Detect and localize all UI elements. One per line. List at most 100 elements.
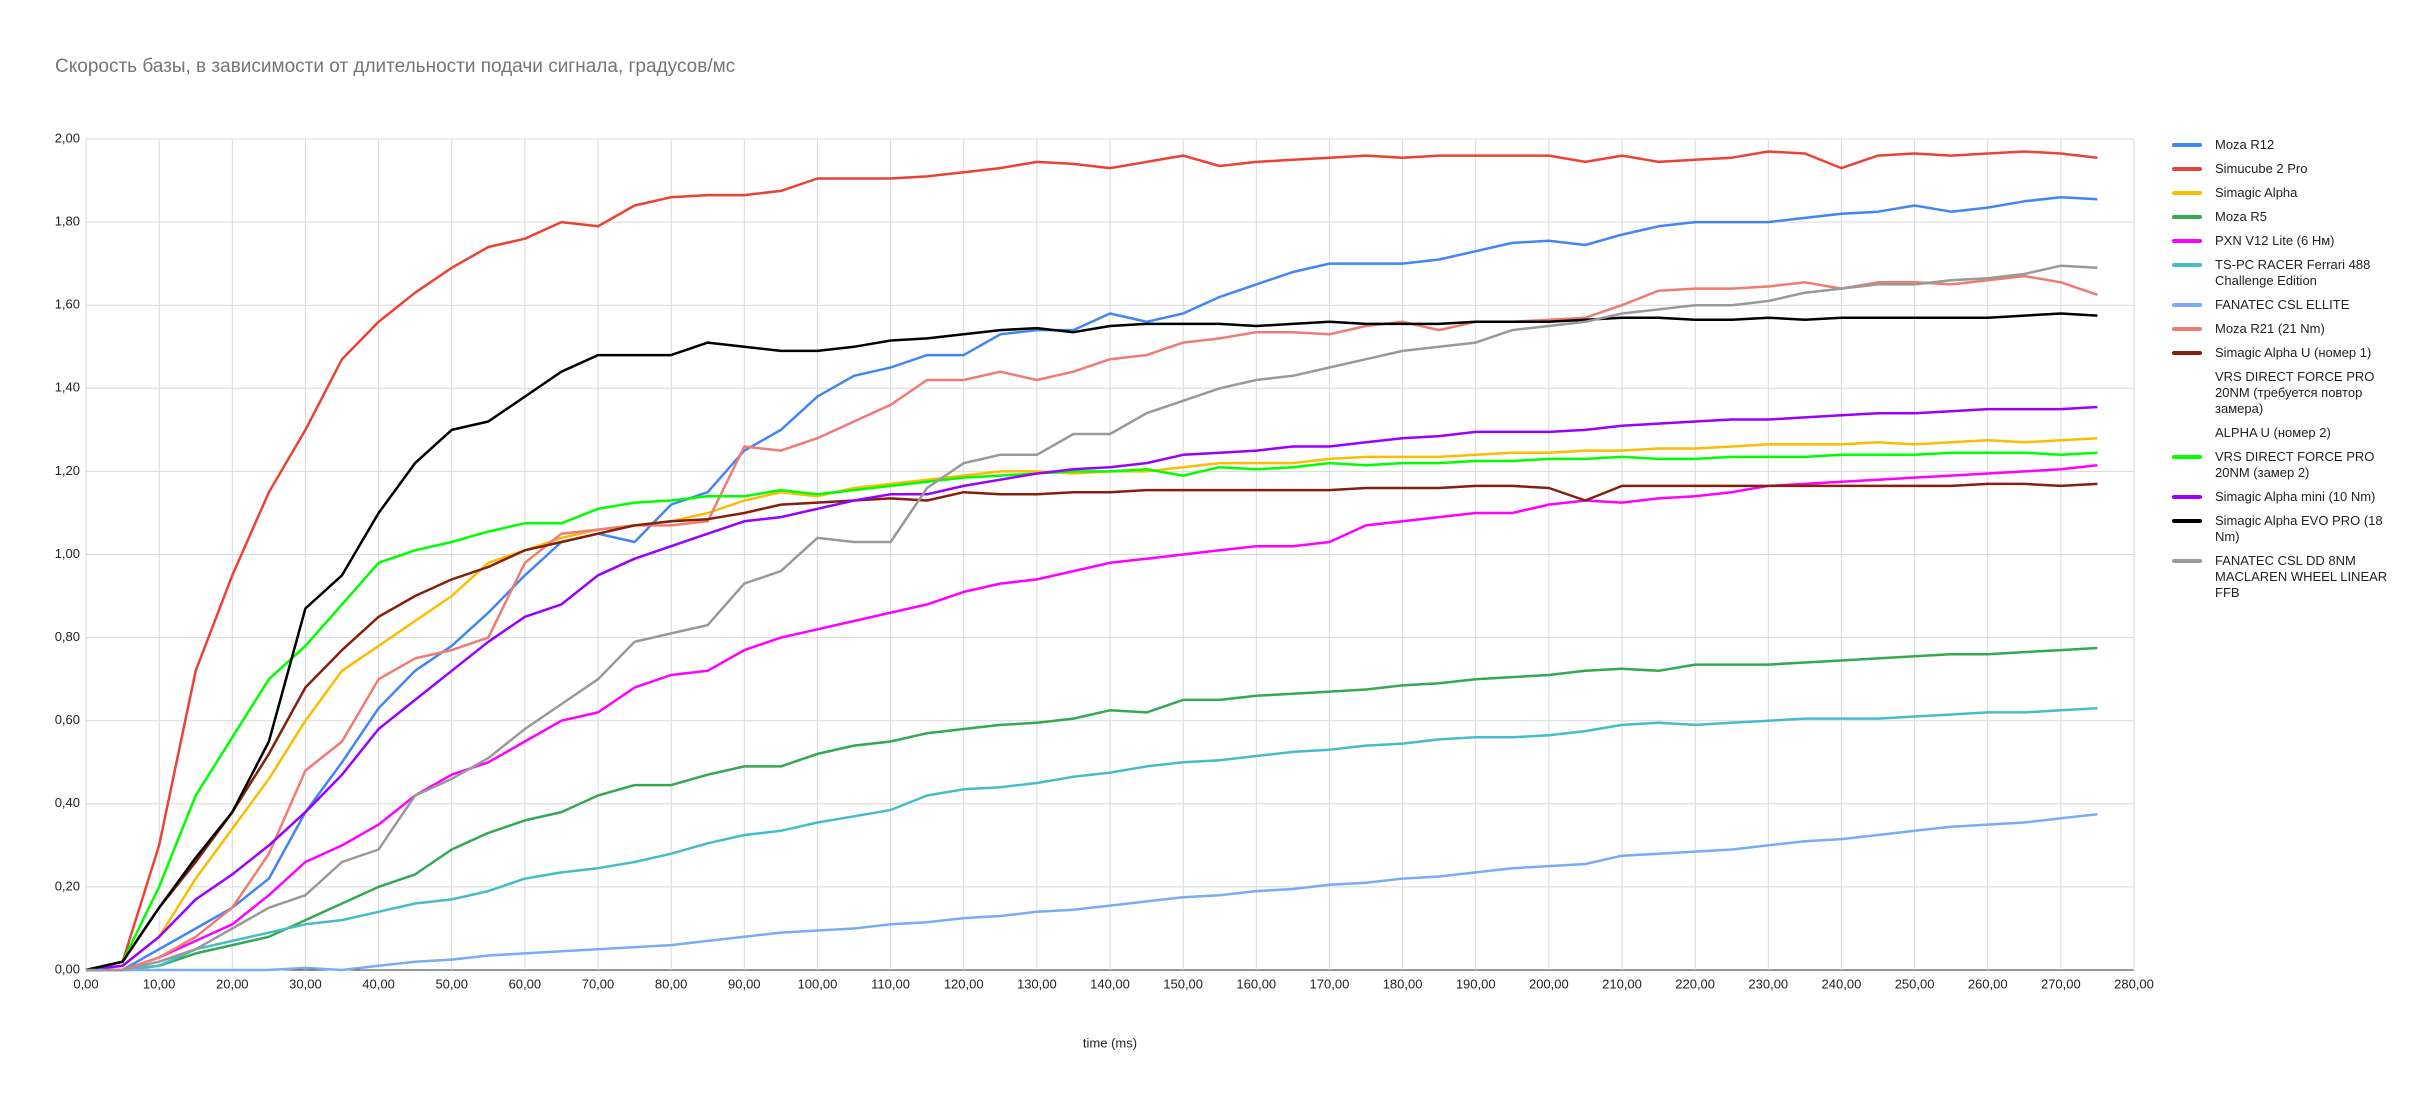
y-tick-label: 1,20 <box>55 463 80 478</box>
legend-label: TS-PC RACER Ferrari 488 Challenge Editio… <box>2215 257 2371 288</box>
legend-entry: Simucube 2 Pro <box>2172 161 2412 177</box>
legend-entry: Simagic Alpha mini (10 Nm) <box>2172 489 2412 505</box>
legend-label: VRS DIRECT FORCE PRO 20NM (требуется пов… <box>2215 369 2375 416</box>
legend-entry: Simagic Alpha <box>2172 185 2412 201</box>
x-tick-label: 100,00 <box>798 976 838 991</box>
series-line <box>86 463 2098 972</box>
legend-label: Moza R21 (21 Nm) <box>2215 321 2325 336</box>
y-tick-label: 0,00 <box>55 961 80 976</box>
legend-label: Simagic Alpha U (номер 1) <box>2215 345 2372 360</box>
legend-label: Simucube 2 Pro <box>2215 161 2308 176</box>
x-tick-label: 200,00 <box>1529 976 1569 991</box>
series-line <box>85 436 2098 972</box>
y-tick-label: 1,00 <box>55 546 80 561</box>
legend-entry: VRS DIRECT FORCE PRO 20NM (замер 2) <box>2172 449 2412 481</box>
legend-label: FANATEC CSL ELLITE <box>2215 297 2350 312</box>
legend-swatch <box>2172 345 2202 361</box>
series-line <box>86 264 2098 972</box>
chart-title: Скорость базы, в зависимости от длительн… <box>55 56 735 77</box>
y-tick-label: 0,20 <box>55 878 80 893</box>
legend: Moza R12 Simucube 2 Pro Simagic Alpha Moza … <box>2172 137 2412 601</box>
legend-entry: PXN V12 Lite (6 Нм) <box>2172 233 2412 249</box>
series-line <box>86 274 2098 972</box>
legend-swatch <box>2172 185 2202 201</box>
legend-label: Moza R5 <box>2215 209 2268 224</box>
x-tick-label: 250,00 <box>1895 976 1935 991</box>
legend-swatch <box>2172 321 2202 337</box>
x-tick-label: 280,00 <box>2114 976 2154 991</box>
legend-swatch <box>2172 257 2202 273</box>
x-tick-label: 30,00 <box>289 976 322 991</box>
y-tick-label: 1,80 <box>55 214 80 229</box>
x-tick-label: 130,00 <box>1017 976 1057 991</box>
legend-label: Simagic Alpha <box>2215 185 2298 200</box>
x-tick-label: 10,00 <box>143 976 176 991</box>
series-line <box>86 706 2098 972</box>
series-line <box>85 451 2098 972</box>
legend-swatch <box>2172 553 2202 569</box>
legend-label: ALPHA U (номер 2) <box>2215 425 2331 440</box>
y-tick-label: 0,60 <box>55 712 80 727</box>
legend-swatch <box>2172 161 2202 177</box>
x-tick-label: 220,00 <box>1675 976 1715 991</box>
x-tick-label: 60,00 <box>509 976 542 991</box>
series-line <box>85 482 2098 972</box>
x-tick-label: 120,00 <box>944 976 984 991</box>
legend-entry: FANATEC CSL DD 8NM MACLAREN WHEEL LINEAR… <box>2172 553 2412 601</box>
legend-swatch <box>2172 209 2202 225</box>
x-tick-label: 20,00 <box>216 976 249 991</box>
series-line <box>86 646 2098 972</box>
x-tick-label: 170,00 <box>1310 976 1350 991</box>
series-line <box>86 812 2098 972</box>
legend-entry: Simagic Alpha EVO PRO (18 Nm) <box>2172 513 2412 545</box>
x-axis-label: time (ms) <box>1083 1035 1137 1050</box>
y-tick-label: 2,00 <box>55 130 80 145</box>
legend-entry: ALPHA U (номер 2) <box>2172 425 2412 441</box>
x-tick-label: 230,00 <box>1748 976 1788 991</box>
legend-label: Simagic Alpha EVO PRO (18 Nm) <box>2215 513 2383 544</box>
legend-label: PXN V12 Lite (6 Нм) <box>2215 233 2335 248</box>
x-tick-label: 150,00 <box>1163 976 1203 991</box>
x-tick-label: 140,00 <box>1090 976 1130 991</box>
series-line <box>85 405 2098 972</box>
series-line <box>85 312 2098 972</box>
legend-swatch <box>2172 137 2202 153</box>
legend-swatch <box>2172 233 2202 249</box>
legend-label: VRS DIRECT FORCE PRO 20NM (замер 2) <box>2215 449 2375 480</box>
series-line <box>86 195 2098 972</box>
x-tick-label: 190,00 <box>1456 976 1496 991</box>
x-tick-label: 50,00 <box>435 976 468 991</box>
legend-label: FANATEC CSL DD 8NM MACLAREN WHEEL LINEAR… <box>2215 553 2388 600</box>
x-tick-label: 260,00 <box>1968 976 2008 991</box>
x-tick-label: 160,00 <box>1236 976 1276 991</box>
x-tick-label: 270,00 <box>2041 976 2081 991</box>
x-tick-label: 40,00 <box>362 976 395 991</box>
x-tick-label: 240,00 <box>1822 976 1862 991</box>
legend-entry: Moza R12 <box>2172 137 2412 153</box>
legend-entry: Simagic Alpha U (номер 1) <box>2172 345 2412 361</box>
y-tick-label: 0,80 <box>55 629 80 644</box>
legend-entry: TS-PC RACER Ferrari 488 Challenge Editio… <box>2172 257 2412 289</box>
x-tick-label: 90,00 <box>728 976 761 991</box>
y-tick-label: 0,40 <box>55 795 80 810</box>
y-tick-label: 1,40 <box>55 380 80 395</box>
x-tick-label: 0,00 <box>73 976 98 991</box>
legend-label: Simagic Alpha mini (10 Nm) <box>2215 489 2376 504</box>
legend-swatch <box>2172 449 2202 465</box>
legend-entry: FANATEC CSL ELLITE <box>2172 297 2412 313</box>
legend-swatch <box>2172 513 2202 529</box>
series-line <box>85 150 2098 972</box>
x-tick-label: 70,00 <box>582 976 615 991</box>
y-tick-label: 1,60 <box>55 297 80 312</box>
x-tick-label: 180,00 <box>1383 976 1423 991</box>
legend-swatch <box>2172 297 2202 313</box>
legend-swatch <box>2172 425 2202 441</box>
legend-swatch <box>2172 369 2202 385</box>
legend-label: Moza R12 <box>2215 137 2275 152</box>
legend-entry: VRS DIRECT FORCE PRO 20NM (требуется пов… <box>2172 369 2412 417</box>
x-tick-label: 210,00 <box>1602 976 1642 991</box>
legend-swatch <box>2172 489 2202 505</box>
legend-entry: Moza R21 (21 Nm) <box>2172 321 2412 337</box>
